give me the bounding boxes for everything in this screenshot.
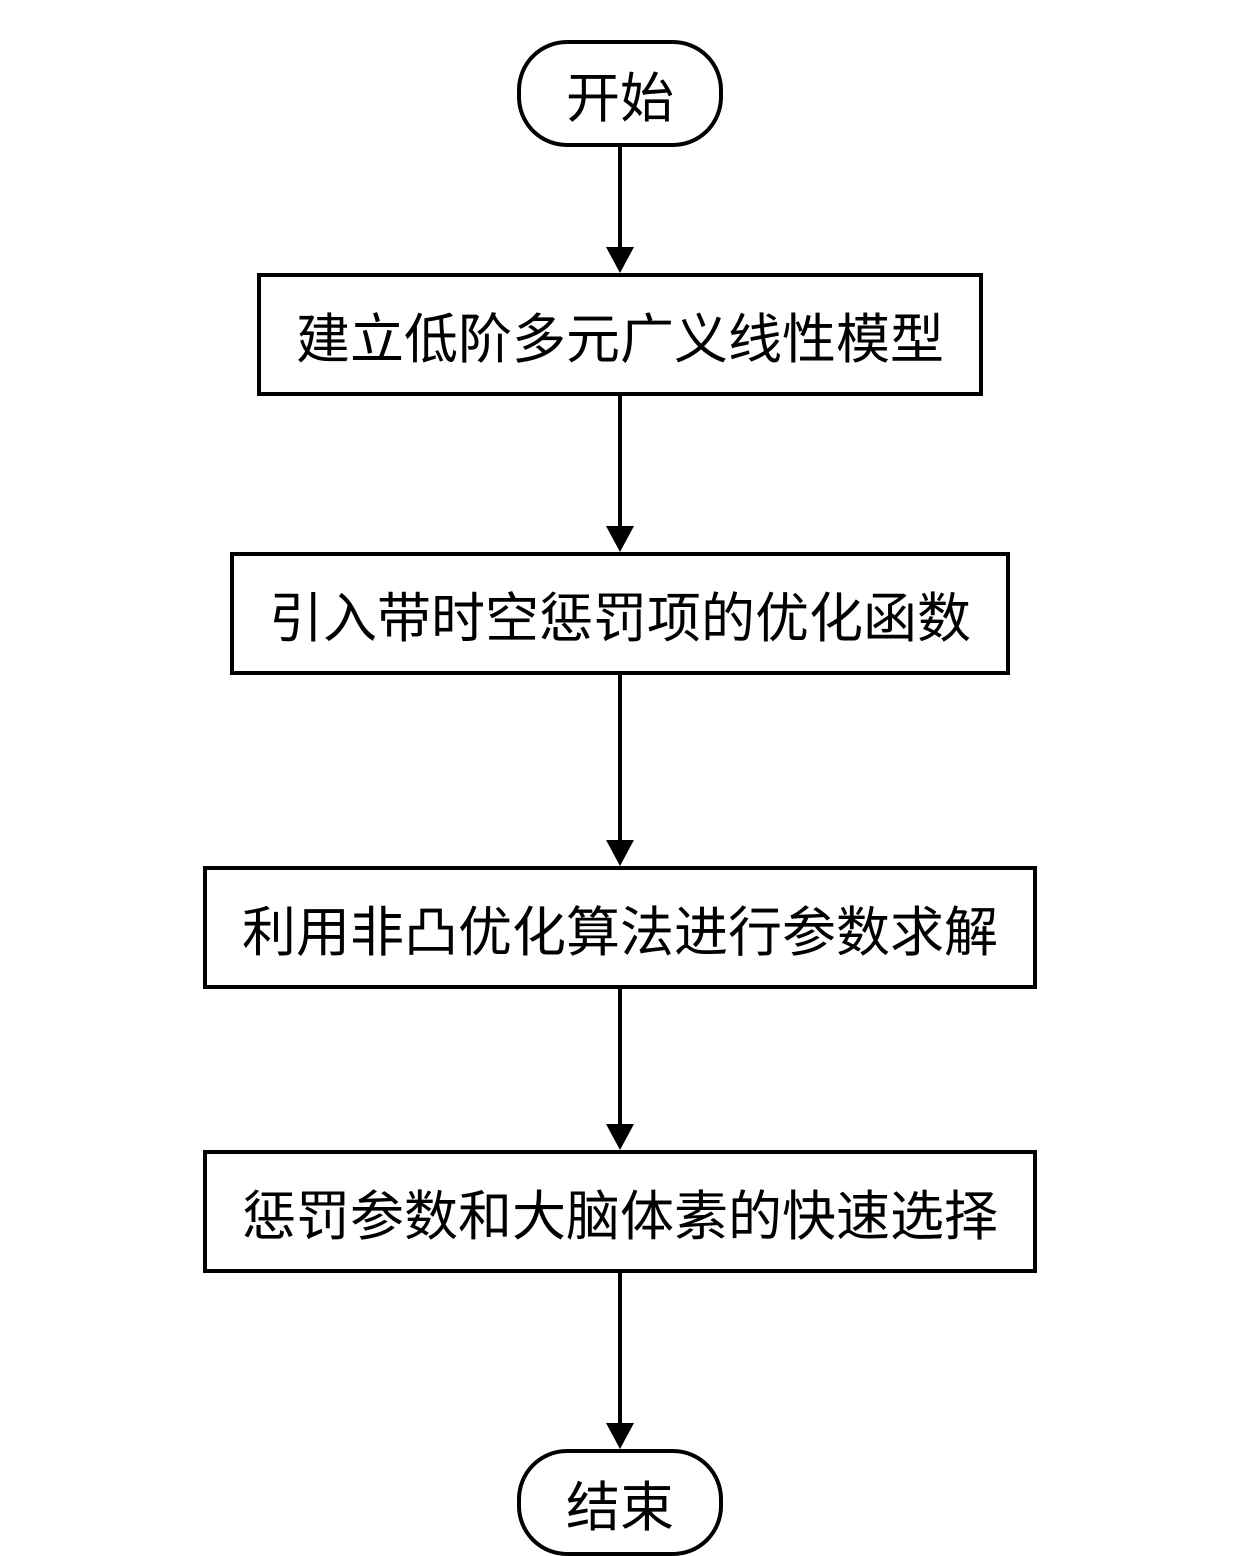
arrow-4 xyxy=(606,989,634,1150)
end-label: 结束 xyxy=(566,1478,674,1538)
arrow-3 xyxy=(606,675,634,866)
arrow-line xyxy=(618,1273,622,1423)
arrow-2 xyxy=(606,396,634,552)
arrow-line xyxy=(618,989,622,1124)
arrow-5 xyxy=(606,1273,634,1449)
end-terminal: 结束 xyxy=(517,1449,723,1556)
arrow-line xyxy=(618,147,622,247)
step1-label: 建立低阶多元广义线性模型 xyxy=(296,310,944,370)
arrow-head xyxy=(606,1423,634,1449)
process-step-4: 惩罚参数和大脑体素的快速选择 xyxy=(203,1150,1037,1273)
arrow-line xyxy=(618,675,622,840)
process-step-2: 引入带时空惩罚项的优化函数 xyxy=(230,552,1010,675)
arrow-1 xyxy=(606,147,634,273)
flowchart-container: 开始 建立低阶多元广义线性模型 引入带时空惩罚项的优化函数 利用非凸优化算法进行… xyxy=(203,40,1037,1556)
arrow-head xyxy=(606,840,634,866)
step2-label: 引入带时空惩罚项的优化函数 xyxy=(269,589,971,649)
arrow-head xyxy=(606,247,634,273)
step4-label: 惩罚参数和大脑体素的快速选择 xyxy=(242,1187,998,1247)
arrow-head xyxy=(606,1124,634,1150)
arrow-line xyxy=(618,396,622,526)
step3-label: 利用非凸优化算法进行参数求解 xyxy=(242,903,998,963)
arrow-head xyxy=(606,526,634,552)
process-step-1: 建立低阶多元广义线性模型 xyxy=(257,273,983,396)
process-step-3: 利用非凸优化算法进行参数求解 xyxy=(203,866,1037,989)
start-label: 开始 xyxy=(566,69,674,129)
start-terminal: 开始 xyxy=(517,40,723,147)
